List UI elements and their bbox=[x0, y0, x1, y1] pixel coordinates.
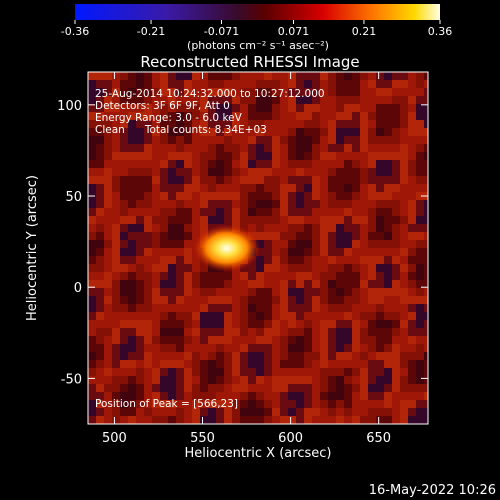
x-axis-ticks: 500 550 600 650 bbox=[102, 72, 391, 446]
chart-title: Reconstructed RHESSI Image bbox=[140, 53, 359, 71]
info-detectors: Detectors: 3F 6F 9F, Att 0 bbox=[95, 100, 230, 112]
footer-timestamp: 16-May-2022 10:26 bbox=[369, 483, 496, 498]
colorbar-tick-label: 0.071 bbox=[278, 25, 310, 38]
y-axis-ticks: -50 0 50 100 bbox=[57, 99, 428, 387]
colorbar-ticks: -0.36 -0.21 -0.071 0.071 0.21 0.36 bbox=[61, 20, 452, 38]
colorbar-tick-label: 0.36 bbox=[428, 25, 453, 38]
x-tick-label: 650 bbox=[366, 431, 391, 446]
colorbar-tick-label: 0.21 bbox=[352, 25, 377, 38]
flare-source bbox=[192, 224, 261, 273]
heatmap-image bbox=[88, 72, 428, 424]
info-clean-counts: Clean Total counts: 8.34E+03 bbox=[95, 124, 267, 136]
y-tick-label: 100 bbox=[57, 99, 82, 114]
y-tick-label: -50 bbox=[61, 372, 82, 387]
x-axis-label: Heliocentric X (arcsec) bbox=[185, 446, 332, 461]
y-tick-label: 0 bbox=[74, 281, 82, 296]
y-axis-label: Heliocentric Y (arcsec) bbox=[25, 175, 40, 321]
x-tick-label: 600 bbox=[278, 431, 303, 446]
peak-position-label: Position of Peak = [566,23] bbox=[95, 398, 238, 410]
x-tick-label: 500 bbox=[102, 431, 127, 446]
colorbar-unit-label: (photons cm⁻² s⁻¹ asec⁻²) bbox=[187, 39, 329, 52]
y-tick-label: 50 bbox=[65, 190, 82, 205]
colorbar-tick-label: -0.071 bbox=[204, 25, 239, 38]
colorbar bbox=[75, 4, 440, 20]
colorbar-tick-label: -0.21 bbox=[137, 25, 165, 38]
x-tick-label: 550 bbox=[190, 431, 215, 446]
colorbar-tick-label: -0.36 bbox=[61, 25, 89, 38]
plot-frame bbox=[87, 71, 429, 425]
info-time-range: 25-Aug-2014 10:24:32.000 to 10:27:12.000 bbox=[95, 88, 325, 100]
info-energy-range: Energy Range: 3.0 - 6.0 keV bbox=[95, 112, 243, 124]
